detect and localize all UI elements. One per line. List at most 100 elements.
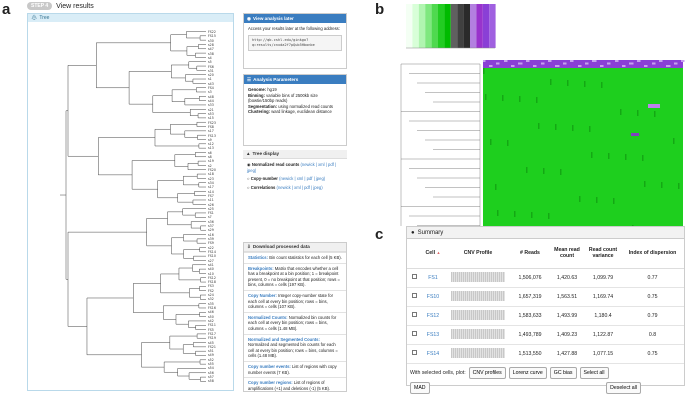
tree-leaf-label: s5 bbox=[208, 60, 212, 65]
cnv-profile-thumbnail[interactable] bbox=[451, 328, 505, 339]
cell-id-link[interactable]: FS10 bbox=[421, 287, 445, 307]
column-header-dispersion[interactable]: Index of dispersion bbox=[621, 239, 684, 269]
table-row: FS1 1,506,076 1,420.63 1,099.79 0.77 bbox=[407, 268, 684, 288]
tree-display-option[interactable]: ○ Correlations (newick | xml | pdf | jpe… bbox=[247, 185, 343, 191]
analysis-later-box: ◉ View analysis later Access your result… bbox=[243, 13, 347, 69]
tree-leaf-label: FS4 bbox=[208, 86, 214, 91]
color-key-cell bbox=[412, 4, 419, 48]
tree-display-option[interactable]: ○ Copy-number (newick | xml | pdf | jpeg… bbox=[247, 176, 343, 182]
tree-display-title: Tree display bbox=[252, 151, 280, 157]
tree-display-option[interactable]: ◉ Normalized read counts (newick | xml |… bbox=[247, 162, 343, 173]
tree-leaf-label: s1 bbox=[208, 77, 212, 82]
download-link[interactable]: Copy number regions: bbox=[248, 380, 293, 386]
cell-id-link[interactable]: FS1 bbox=[421, 268, 445, 288]
analysis-later-header: ◉ View analysis later bbox=[244, 14, 346, 23]
select-all-button[interactable]: Select all bbox=[579, 366, 609, 379]
tree-icon: 🌲︎ bbox=[31, 15, 38, 21]
lorenz-curve-button[interactable]: Lorenz curve bbox=[508, 366, 547, 379]
tree-display-links[interactable]: (newick | xml | pdf | jpeg) bbox=[247, 162, 337, 173]
tree-leaf-label: s20 bbox=[208, 73, 214, 78]
download-description: Normalized bin counts for each cell at e… bbox=[248, 314, 337, 331]
radio-icon[interactable]: ○ bbox=[247, 176, 251, 182]
heatmap-cell bbox=[678, 183, 680, 189]
tree-leaf-label: FS9 bbox=[208, 241, 214, 246]
download-link[interactable]: Copy number events: bbox=[248, 363, 291, 369]
download-link[interactable]: Normalized and Segmented Counts: bbox=[248, 336, 320, 342]
download-link[interactable]: Normalized Counts: bbox=[248, 314, 288, 320]
mad-button[interactable]: MAD bbox=[410, 381, 430, 394]
row-checkbox[interactable] bbox=[411, 274, 417, 279]
cell-id-link[interactable]: FS12 bbox=[421, 306, 445, 326]
heatmap-cell bbox=[659, 60, 662, 62]
heatmap-cell bbox=[608, 153, 610, 159]
heatmap-cell bbox=[531, 212, 533, 218]
param-item: Binning: variable bins of 2500kb size (b… bbox=[248, 93, 342, 104]
column-header-cell[interactable]: Cell ▲ bbox=[421, 239, 445, 269]
tree-panel-header: 🌲︎ Tree bbox=[28, 14, 233, 22]
variance-value: 1,077.15 bbox=[585, 344, 621, 364]
cell-id-link[interactable]: FS14 bbox=[421, 344, 445, 364]
tree-display-links[interactable]: (newick | xml | pdf | jpeg) bbox=[276, 184, 323, 190]
tree-leaf-label: s44 bbox=[208, 99, 214, 103]
cnv-profile-thumbnail[interactable] bbox=[451, 347, 505, 358]
heatmap-cell bbox=[642, 155, 644, 161]
dendrogram[interactable] bbox=[28, 24, 233, 390]
column-header-variance[interactable]: Read count variance bbox=[585, 239, 621, 269]
download-description: Matrix that encodes whether a cell has a… bbox=[248, 265, 340, 288]
row-checkbox[interactable] bbox=[411, 293, 417, 298]
heatmap-cell bbox=[514, 211, 516, 217]
tree-leaf-label: FS6 bbox=[208, 64, 214, 69]
tree-display-links[interactable]: (newick | xml | pdf | jpeg) bbox=[279, 176, 326, 182]
tree-leaf-label: FS12 bbox=[208, 275, 216, 280]
cnv-profile-thumbnail[interactable] bbox=[451, 290, 505, 301]
heatmap-cell bbox=[607, 62, 610, 65]
download-link[interactable]: Statistics: bbox=[248, 255, 269, 260]
mean-value: 1,420.63 bbox=[549, 268, 585, 288]
heatmap-cell bbox=[511, 65, 514, 67]
tree-leaf-label: s57 bbox=[208, 375, 214, 379]
column-header-reads[interactable]: # Reads bbox=[511, 239, 549, 269]
heatmap-cell bbox=[567, 80, 569, 86]
downloads-title: Download processed data bbox=[252, 244, 310, 250]
reads-value: 1,506,076 bbox=[511, 268, 549, 288]
heatmap-cell bbox=[572, 125, 574, 131]
radio-icon[interactable]: ◉ bbox=[247, 162, 252, 167]
row-checkbox[interactable] bbox=[411, 312, 417, 317]
tree-leaf-label: FS15 bbox=[208, 34, 216, 39]
radio-icon[interactable]: ○ bbox=[247, 184, 251, 190]
heatmap-cell bbox=[620, 109, 622, 115]
column-header-mean[interactable]: Mean read count bbox=[549, 239, 585, 269]
cnv-profile-thumbnail[interactable] bbox=[451, 309, 505, 320]
row-checkbox[interactable] bbox=[411, 331, 417, 336]
plot-controls-row2: MAD Deselect all bbox=[407, 381, 684, 397]
cell-id-link[interactable]: FS13 bbox=[421, 325, 445, 345]
cnv-profile-cell bbox=[445, 287, 511, 307]
column-header-cnv-profile[interactable]: CNV Profile bbox=[445, 239, 511, 269]
color-key-cell bbox=[418, 4, 426, 48]
heatmap-cell bbox=[584, 81, 586, 87]
download-link[interactable]: Breakpoints: bbox=[248, 265, 274, 271]
tree-leaf-label: s9 bbox=[208, 137, 212, 142]
tree-leaf-label: s3 bbox=[208, 90, 212, 95]
heatmap-cell bbox=[483, 68, 485, 74]
cnv-profile-thumbnail[interactable] bbox=[451, 271, 505, 282]
analysis-later-text: Access your results later at the followi… bbox=[248, 26, 340, 31]
download-link[interactable]: Copy Number: bbox=[248, 292, 277, 298]
select-column bbox=[407, 239, 421, 269]
gc-bias-button[interactable]: GC bias bbox=[549, 366, 577, 379]
tree-leaf-label: FS11 bbox=[208, 323, 216, 328]
heatmap bbox=[400, 4, 685, 236]
download-item: Normalized Counts: Normalized bin counts… bbox=[244, 311, 346, 334]
row-checkbox[interactable] bbox=[411, 350, 417, 355]
cnv-profile-cell bbox=[445, 268, 511, 288]
heatmap-cell bbox=[555, 124, 557, 130]
heatmap-cell bbox=[592, 60, 595, 62]
tree-leaf-label: s17 bbox=[208, 185, 214, 190]
deselect-all-button[interactable]: Deselect all bbox=[606, 381, 641, 394]
summary-header: ● Summary bbox=[407, 227, 684, 239]
heatmap-cell bbox=[507, 140, 509, 146]
table-row: FS13 1,493,789 1,409.23 1,122.87 0.8 bbox=[407, 325, 684, 345]
cnv-profiles-button[interactable]: CNV profiles bbox=[468, 366, 506, 379]
results-url-field[interactable]: http://qb.cshl.edu/ginkgo? q=results/cnx… bbox=[248, 34, 342, 51]
color-key-cell bbox=[444, 4, 451, 48]
